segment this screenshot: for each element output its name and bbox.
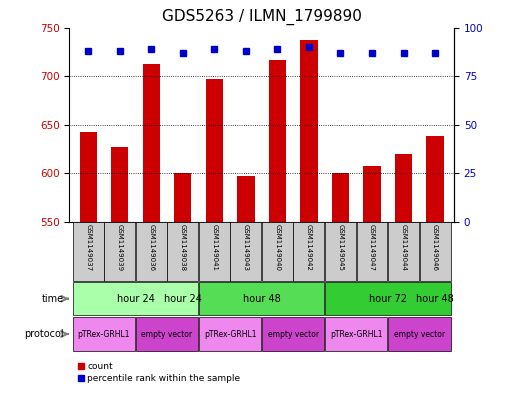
Text: hour 48: hour 48 (243, 294, 281, 304)
Text: GSM1149039: GSM1149039 (117, 224, 123, 271)
Text: GSM1149044: GSM1149044 (401, 224, 406, 271)
Bar (357, 222, 387, 281)
Bar (332, 173, 349, 222)
Text: GSM1149043: GSM1149043 (243, 224, 249, 271)
Bar (174, 173, 191, 222)
Text: hour 48: hour 48 (416, 294, 454, 304)
Bar (426, 136, 444, 222)
Bar (325, 318, 387, 351)
Text: empty vector: empty vector (268, 330, 319, 338)
Bar (388, 222, 419, 281)
Text: GSM1149042: GSM1149042 (306, 224, 312, 271)
Text: pTRex-GRHL1: pTRex-GRHL1 (330, 330, 383, 338)
Bar (199, 282, 324, 315)
Text: GSM1149047: GSM1149047 (369, 224, 375, 271)
Bar (262, 222, 293, 281)
Text: pTRex-GRHL1: pTRex-GRHL1 (77, 330, 130, 338)
Bar (325, 282, 450, 315)
Bar (420, 222, 450, 281)
Bar (262, 318, 324, 351)
Title: GDS5263 / ILMN_1799890: GDS5263 / ILMN_1799890 (162, 9, 362, 25)
Text: GSM1149036: GSM1149036 (148, 224, 154, 271)
Bar (143, 64, 160, 222)
Text: GSM1149046: GSM1149046 (432, 224, 438, 271)
Text: hour 24: hour 24 (164, 294, 202, 304)
Bar (237, 176, 254, 222)
Bar (73, 222, 104, 281)
Bar (300, 40, 318, 222)
Text: GSM1149040: GSM1149040 (274, 224, 281, 271)
Bar (111, 147, 128, 222)
Text: GSM1149041: GSM1149041 (211, 224, 218, 271)
Text: hour 24: hour 24 (116, 294, 154, 304)
Bar (104, 222, 135, 281)
Text: time: time (42, 294, 64, 304)
Bar (325, 222, 356, 281)
Bar (199, 318, 261, 351)
Bar (73, 282, 198, 315)
Bar (167, 222, 198, 281)
Legend: count, percentile rank within the sample: count, percentile rank within the sample (74, 358, 244, 387)
Text: GSM1149037: GSM1149037 (85, 224, 91, 271)
Bar (269, 60, 286, 222)
Text: protocol: protocol (25, 329, 64, 339)
Text: GSM1149038: GSM1149038 (180, 224, 186, 271)
Text: hour 72: hour 72 (369, 294, 407, 304)
Bar (199, 222, 230, 281)
Text: pTRex-GRHL1: pTRex-GRHL1 (204, 330, 256, 338)
Bar (230, 222, 261, 281)
Bar (388, 318, 450, 351)
Text: empty vector: empty vector (394, 330, 445, 338)
Bar (363, 165, 381, 222)
Text: GSM1149045: GSM1149045 (338, 224, 344, 271)
Bar (136, 222, 167, 281)
Bar (73, 318, 135, 351)
Bar (395, 154, 412, 222)
Text: empty vector: empty vector (142, 330, 192, 338)
Bar (80, 132, 97, 222)
Bar (293, 222, 324, 281)
Bar (206, 79, 223, 222)
Bar (136, 318, 198, 351)
